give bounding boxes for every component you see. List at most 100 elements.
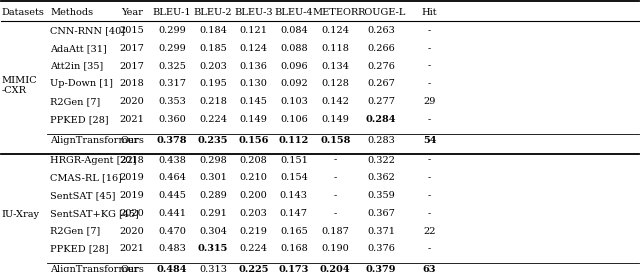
Text: 0.112: 0.112 bbox=[279, 136, 309, 145]
Text: 54: 54 bbox=[423, 136, 436, 145]
Text: 0.143: 0.143 bbox=[280, 191, 308, 200]
Text: 0.276: 0.276 bbox=[367, 62, 395, 71]
Text: BLEU-3: BLEU-3 bbox=[234, 8, 273, 17]
Text: BLEU-4: BLEU-4 bbox=[275, 8, 313, 17]
Text: BLEU-1: BLEU-1 bbox=[153, 8, 191, 17]
Text: 22: 22 bbox=[423, 227, 436, 236]
Text: 2021: 2021 bbox=[120, 244, 145, 253]
Text: 0.353: 0.353 bbox=[158, 97, 186, 106]
Text: HRGR-Agent [22]: HRGR-Agent [22] bbox=[51, 156, 137, 165]
Text: -: - bbox=[428, 79, 431, 88]
Text: BLEU-2: BLEU-2 bbox=[194, 8, 232, 17]
Text: 2017: 2017 bbox=[120, 44, 145, 53]
Text: -: - bbox=[333, 209, 337, 218]
Text: 0.136: 0.136 bbox=[240, 62, 268, 71]
Text: 0.304: 0.304 bbox=[199, 227, 227, 236]
Text: CMAS-RL [16]: CMAS-RL [16] bbox=[51, 173, 122, 183]
Text: AdaAtt [31]: AdaAtt [31] bbox=[51, 44, 108, 53]
Text: 2017: 2017 bbox=[120, 62, 145, 71]
Text: 0.128: 0.128 bbox=[321, 79, 349, 88]
Text: 0.266: 0.266 bbox=[367, 44, 395, 53]
Text: Hit: Hit bbox=[422, 8, 437, 17]
Text: 2019: 2019 bbox=[120, 173, 145, 183]
Text: 0.121: 0.121 bbox=[240, 26, 268, 35]
Text: 0.470: 0.470 bbox=[158, 227, 186, 236]
Text: 0.371: 0.371 bbox=[367, 227, 395, 236]
Text: 0.235: 0.235 bbox=[198, 136, 228, 145]
Text: MIMIC
-CXR: MIMIC -CXR bbox=[1, 76, 37, 95]
Text: 2020: 2020 bbox=[120, 227, 145, 236]
Text: 0.277: 0.277 bbox=[367, 97, 395, 106]
Text: 0.376: 0.376 bbox=[367, 244, 395, 253]
Text: 0.291: 0.291 bbox=[199, 209, 227, 218]
Text: 29: 29 bbox=[424, 97, 436, 106]
Text: 2018: 2018 bbox=[120, 156, 145, 165]
Text: 0.154: 0.154 bbox=[280, 173, 308, 183]
Text: 0.283: 0.283 bbox=[367, 136, 395, 145]
Text: 0.130: 0.130 bbox=[240, 79, 268, 88]
Text: PPKED [28]: PPKED [28] bbox=[51, 244, 109, 253]
Text: 0.168: 0.168 bbox=[280, 244, 308, 253]
Text: 0.088: 0.088 bbox=[280, 44, 308, 53]
Text: 63: 63 bbox=[423, 265, 436, 272]
Text: 2020: 2020 bbox=[120, 97, 145, 106]
Text: Ours: Ours bbox=[120, 136, 144, 145]
Text: -: - bbox=[428, 26, 431, 35]
Text: 0.483: 0.483 bbox=[158, 244, 186, 253]
Text: 0.438: 0.438 bbox=[158, 156, 186, 165]
Text: -: - bbox=[428, 115, 431, 124]
Text: SentSAT [45]: SentSAT [45] bbox=[51, 191, 116, 200]
Text: 0.106: 0.106 bbox=[280, 115, 308, 124]
Text: 0.284: 0.284 bbox=[366, 115, 396, 124]
Text: 0.263: 0.263 bbox=[367, 26, 395, 35]
Text: 0.299: 0.299 bbox=[158, 26, 186, 35]
Text: -: - bbox=[428, 173, 431, 183]
Text: 0.145: 0.145 bbox=[240, 97, 268, 106]
Text: 0.203: 0.203 bbox=[199, 62, 227, 71]
Text: 0.267: 0.267 bbox=[367, 79, 395, 88]
Text: 0.092: 0.092 bbox=[280, 79, 308, 88]
Text: 0.224: 0.224 bbox=[240, 244, 268, 253]
Text: Year: Year bbox=[121, 8, 143, 17]
Text: 0.142: 0.142 bbox=[321, 97, 349, 106]
Text: 0.165: 0.165 bbox=[280, 227, 308, 236]
Text: Ours: Ours bbox=[120, 265, 144, 272]
Text: 0.445: 0.445 bbox=[158, 191, 186, 200]
Text: 2019: 2019 bbox=[120, 191, 145, 200]
Text: 0.149: 0.149 bbox=[321, 115, 349, 124]
Text: R2Gen [7]: R2Gen [7] bbox=[51, 97, 100, 106]
Text: 0.118: 0.118 bbox=[321, 44, 349, 53]
Text: 0.219: 0.219 bbox=[240, 227, 268, 236]
Text: 0.325: 0.325 bbox=[158, 62, 186, 71]
Text: 0.315: 0.315 bbox=[198, 244, 228, 253]
Text: 0.149: 0.149 bbox=[240, 115, 268, 124]
Text: 0.134: 0.134 bbox=[321, 62, 349, 71]
Text: 0.173: 0.173 bbox=[278, 265, 309, 272]
Text: -: - bbox=[428, 62, 431, 71]
Text: -: - bbox=[333, 191, 337, 200]
Text: 2021: 2021 bbox=[120, 115, 145, 124]
Text: 0.299: 0.299 bbox=[158, 44, 186, 53]
Text: -: - bbox=[428, 191, 431, 200]
Text: 0.151: 0.151 bbox=[280, 156, 308, 165]
Text: 0.484: 0.484 bbox=[157, 265, 188, 272]
Text: 0.379: 0.379 bbox=[366, 265, 396, 272]
Text: 0.317: 0.317 bbox=[158, 79, 186, 88]
Text: 0.378: 0.378 bbox=[157, 136, 188, 145]
Text: CNN-RNN [40]: CNN-RNN [40] bbox=[51, 26, 125, 35]
Text: 0.441: 0.441 bbox=[158, 209, 186, 218]
Text: 0.464: 0.464 bbox=[158, 173, 186, 183]
Text: -: - bbox=[428, 209, 431, 218]
Text: 0.187: 0.187 bbox=[321, 227, 349, 236]
Text: 0.298: 0.298 bbox=[199, 156, 227, 165]
Text: 0.322: 0.322 bbox=[367, 156, 395, 165]
Text: 0.156: 0.156 bbox=[239, 136, 269, 145]
Text: 0.124: 0.124 bbox=[240, 44, 268, 53]
Text: PPKED [28]: PPKED [28] bbox=[51, 115, 109, 124]
Text: 0.184: 0.184 bbox=[199, 26, 227, 35]
Text: 0.103: 0.103 bbox=[280, 97, 308, 106]
Text: -: - bbox=[333, 173, 337, 183]
Text: 2015: 2015 bbox=[120, 26, 145, 35]
Text: SentSAT+KG [45]: SentSAT+KG [45] bbox=[51, 209, 140, 218]
Text: Methods: Methods bbox=[51, 8, 93, 17]
